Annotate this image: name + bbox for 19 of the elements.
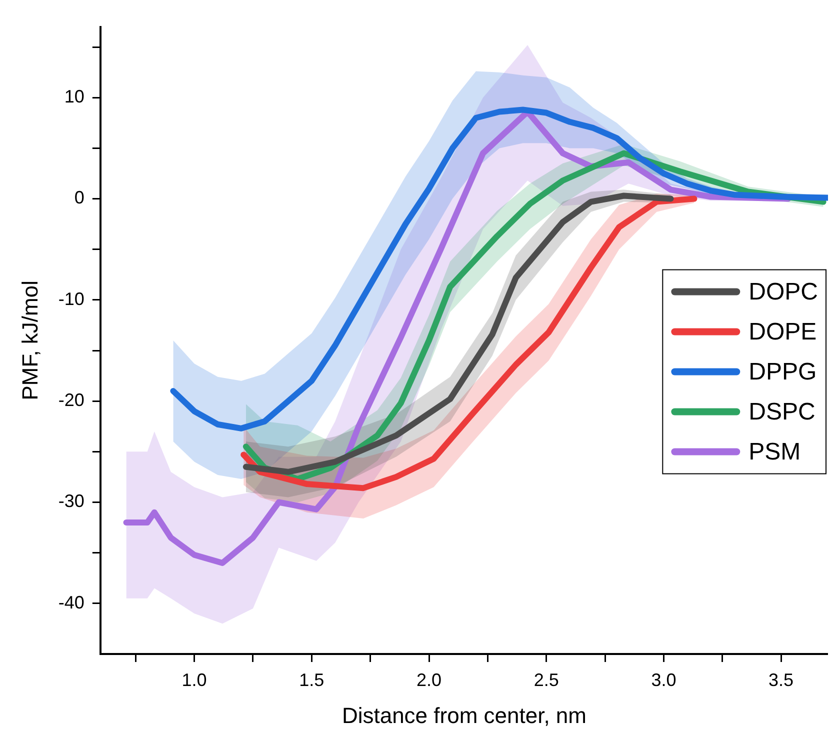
legend-label: DSPC — [748, 398, 816, 426]
legend-label: DPPG — [748, 358, 817, 386]
legend-label: PSM — [748, 438, 801, 466]
y-tick-label: -30 — [58, 491, 84, 512]
y-axis-title: PMF, kJ/mol — [17, 280, 42, 400]
y-tick-label: -10 — [58, 288, 84, 309]
x-axis-title: Distance from center, nm — [342, 702, 586, 728]
x-tick-label: 2.5 — [534, 670, 559, 690]
y-tick-label: -20 — [58, 390, 84, 410]
x-tick-label: 3.5 — [768, 670, 794, 690]
x-tick-label: 3.0 — [651, 670, 676, 690]
x-tick-label: 1.5 — [299, 670, 324, 690]
legend-label: DOPE — [748, 318, 817, 346]
y-tick-label: -40 — [58, 592, 84, 612]
y-tick-label: 10 — [64, 86, 84, 107]
y-tick-label: 0 — [74, 188, 84, 208]
x-tick-label: 1.0 — [182, 670, 207, 690]
x-tick-label: 2.0 — [416, 670, 442, 690]
legend-label: DOPC — [748, 278, 818, 306]
